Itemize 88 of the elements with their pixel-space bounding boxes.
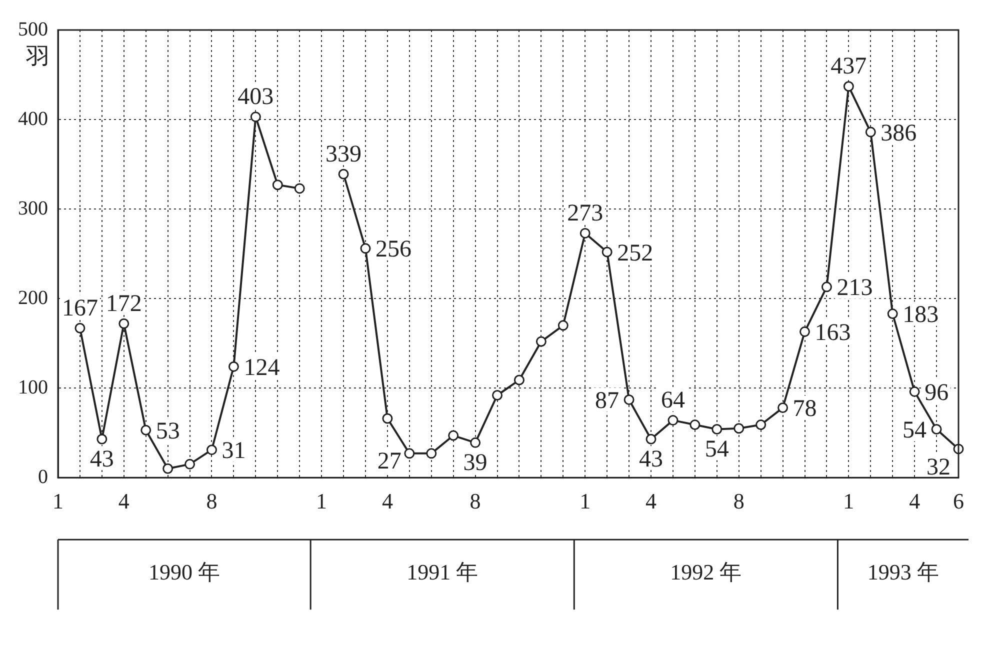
point — [492, 390, 503, 400]
point — [909, 386, 920, 397]
data-label: 27 — [377, 448, 402, 475]
data-label: 43 — [639, 446, 664, 472]
x-tick-label: 8 — [470, 488, 481, 514]
point — [184, 458, 196, 470]
x-tick-label: 4 — [909, 488, 920, 514]
data-label: 183 — [902, 302, 939, 328]
x-tick-label: 4 — [382, 488, 393, 514]
x-tick-label: 6 — [953, 488, 964, 514]
data-label: 32 — [926, 454, 950, 480]
y-axis-title: 羽 — [25, 44, 50, 70]
x-tick-label: 1 — [843, 488, 854, 514]
point — [228, 361, 239, 372]
point — [690, 420, 700, 430]
point — [778, 402, 788, 414]
point — [360, 243, 371, 254]
data-label: 339 — [326, 141, 362, 168]
data-label: 256 — [375, 236, 412, 263]
point — [162, 463, 174, 474]
point — [536, 336, 546, 347]
point — [206, 444, 217, 456]
text: 1991 年 — [406, 559, 478, 584]
data-label: 273 — [567, 200, 604, 227]
point — [756, 420, 766, 430]
data-label: 31 — [222, 438, 246, 464]
data-label: 437 — [830, 54, 867, 80]
data-label: 64 — [660, 388, 685, 414]
point — [602, 246, 612, 258]
point — [448, 430, 459, 441]
data-label: 87 — [595, 388, 620, 414]
text: 1992 年 — [670, 559, 742, 584]
data-label: 163 — [814, 320, 851, 346]
x-tick-label: 4 — [646, 488, 657, 514]
point — [712, 424, 722, 435]
y-tick-label: 500 — [18, 18, 48, 40]
y-tick-label: 300 — [18, 197, 48, 220]
point — [294, 183, 305, 194]
y-tick-label: 400 — [18, 108, 48, 130]
data-label: 39 — [463, 450, 488, 476]
x-tick-label: 8 — [733, 488, 744, 514]
x-tick-label: 8 — [206, 488, 218, 514]
data-label: 172 — [106, 290, 142, 317]
point — [887, 308, 898, 320]
point — [668, 415, 678, 426]
point — [426, 448, 437, 459]
point — [514, 374, 524, 386]
data-label: 54 — [902, 418, 927, 444]
point — [118, 318, 130, 329]
point — [800, 326, 810, 337]
text: 1993 年 — [867, 559, 939, 584]
text: 1990 年 — [148, 559, 220, 584]
x-tick-label: 4 — [118, 488, 130, 514]
point — [821, 282, 832, 292]
point — [338, 168, 349, 180]
data-label: 403 — [238, 84, 274, 110]
data-label: 386 — [880, 120, 917, 146]
point — [558, 320, 568, 331]
point — [646, 434, 656, 444]
point — [250, 112, 261, 122]
data-label: 54 — [704, 436, 729, 463]
point — [624, 394, 634, 405]
data-label: 43 — [90, 446, 114, 472]
data-label: 124 — [244, 354, 280, 381]
point — [382, 413, 393, 424]
y-tick-label: 0 — [38, 466, 48, 488]
point — [580, 228, 590, 238]
y-tick-label: 200 — [18, 286, 48, 309]
y-tick-label: 100 — [18, 376, 48, 398]
x-tick-label: 1 — [52, 488, 64, 514]
point — [96, 434, 108, 444]
point — [734, 423, 744, 434]
data-label: 78 — [792, 396, 817, 422]
point — [404, 448, 415, 459]
data-label: 53 — [156, 418, 180, 444]
data-label: 96 — [924, 380, 949, 406]
point — [74, 322, 86, 334]
point — [470, 437, 481, 448]
data-label: 252 — [617, 240, 654, 266]
x-tick-label: 1 — [580, 488, 591, 514]
data-label: 167 — [62, 295, 98, 322]
x-tick-label: 1 — [316, 488, 328, 514]
data-label: 213 — [836, 275, 873, 302]
point — [865, 126, 876, 138]
point — [843, 81, 854, 92]
point — [272, 180, 283, 190]
point — [140, 424, 152, 436]
point — [931, 424, 942, 435]
